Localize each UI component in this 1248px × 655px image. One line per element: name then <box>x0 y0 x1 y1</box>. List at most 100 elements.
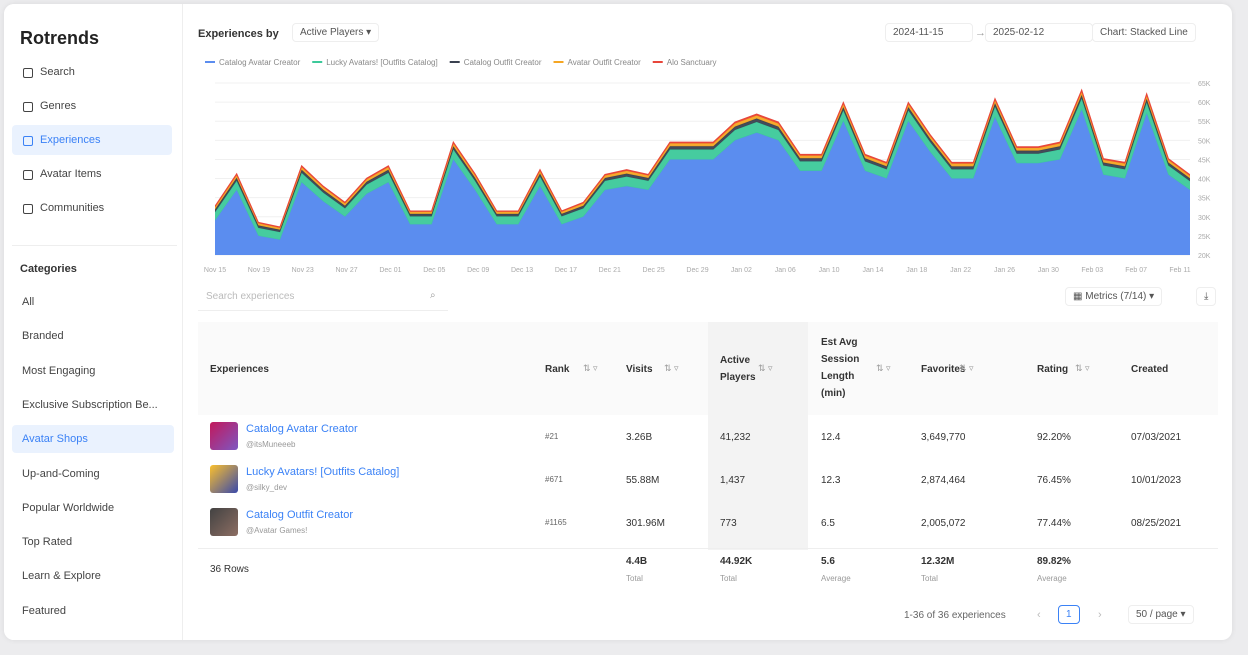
y-tick-label: 60K <box>1198 100 1211 107</box>
brand: Rotrends <box>20 28 100 48</box>
cell-session: 12.4 <box>821 432 841 443</box>
thumbnail <box>210 508 238 536</box>
experience-link[interactable]: Catalog Avatar Creator <box>246 423 358 435</box>
category-item[interactable]: Popular Worldwide <box>22 501 115 514</box>
column-header: Rank <box>545 364 570 375</box>
row-count: 36 Rows <box>210 564 249 575</box>
sort-filter-icon[interactable]: ⇅ ▿ <box>758 363 773 373</box>
footer-value: 5.6 <box>821 556 835 567</box>
categories-title: Categories <box>20 263 77 275</box>
x-tick-label: Dec 01 <box>379 267 401 274</box>
x-tick-label: Jan 10 <box>819 267 840 274</box>
download-button[interactable]: ⤓ <box>1196 287 1217 306</box>
legend-label: Catalog Outfit Creator <box>464 58 542 67</box>
x-tick-label: Dec 21 <box>599 267 621 274</box>
x-tick-label: Dec 05 <box>423 267 445 274</box>
footer-label: Total <box>720 574 737 583</box>
legend-label: Catalog Avatar Creator <box>219 58 301 67</box>
experience-link[interactable]: Lucky Avatars! [Outfits Catalog] <box>246 466 400 478</box>
nav-item[interactable]: Search <box>12 57 172 87</box>
metrics-button[interactable]: ▦ Metrics (7/14) ▾ <box>1065 287 1163 306</box>
x-tick-label: Jan 18 <box>906 267 927 274</box>
toolbar-label: Experiences by <box>198 28 279 40</box>
column-header: Favorites <box>921 364 966 375</box>
cell-session: 6.5 <box>821 518 835 529</box>
cell-created: 07/03/2021 <box>1131 432 1182 443</box>
current-page[interactable]: 1 <box>1058 605 1080 624</box>
x-tick-label: Feb 11 <box>1169 267 1190 274</box>
sort-filter-icon[interactable]: ⇅ ▿ <box>664 363 679 373</box>
prev-page[interactable]: ‹ <box>1037 609 1041 621</box>
x-tick-label: Nov 15 <box>204 267 226 274</box>
category-item[interactable]: Up-and-Coming <box>22 467 100 480</box>
next-page[interactable]: › <box>1098 609 1102 621</box>
sort-filter-icon[interactable]: ⇅ ▿ <box>583 363 598 373</box>
y-tick-label: 50K <box>1198 138 1211 145</box>
sort-filter-icon[interactable]: ⇅ ▿ <box>876 363 891 373</box>
category-item[interactable]: All <box>22 296 35 308</box>
x-tick-label: Jan 30 <box>1038 267 1059 274</box>
x-tick-label: Jan 22 <box>950 267 971 274</box>
category-item[interactable]: Top Rated <box>22 536 73 549</box>
category-item[interactable]: Avatar Shops <box>12 425 174 454</box>
cell-rank: #1165 <box>545 518 567 527</box>
y-tick-label: 65K <box>1198 81 1211 88</box>
search-box[interactable]: Search experiences ⌕ <box>198 284 448 311</box>
end-date[interactable]: 2025-02-12 <box>985 23 1093 42</box>
sort-filter-icon[interactable]: ⇅ ▿ <box>959 363 974 373</box>
cell-created: 08/25/2021 <box>1131 518 1182 529</box>
x-tick-label: Jan 02 <box>731 267 752 274</box>
thumbnail <box>210 465 238 493</box>
nav-icon <box>23 102 33 112</box>
x-tick-label: Jan 14 <box>862 267 883 274</box>
x-tick-label: Dec 29 <box>686 267 708 274</box>
x-tick-label: Jan 26 <box>994 267 1015 274</box>
category-item[interactable]: Featured <box>22 604 67 617</box>
footer-label: Average <box>821 574 851 583</box>
per-page[interactable]: 50 / page ▾ <box>1128 605 1194 624</box>
cell-session: 12.3 <box>821 475 841 486</box>
cell-created: 10/01/2023 <box>1131 475 1182 486</box>
legend-label: Alo Sanctuary <box>667 58 717 67</box>
footer-value: 12.32M <box>921 556 955 567</box>
metric-text: Active Players <box>300 27 364 38</box>
cell-favorites: 3,649,770 <box>921 432 966 443</box>
nav-item[interactable]: Avatar Items <box>12 159 172 189</box>
nav-item[interactable]: Genres <box>12 91 172 121</box>
category-item[interactable]: Learn & Explore <box>22 570 101 583</box>
x-tick-label: Nov 27 <box>335 267 357 274</box>
cell-active: 773 <box>720 518 737 529</box>
nav-icon <box>23 204 33 214</box>
footer-label: Total <box>626 574 643 583</box>
category-item[interactable]: Branded <box>22 330 64 343</box>
sort-filter-icon[interactable]: ⇅ ▿ <box>1075 363 1090 373</box>
y-tick-label: 25K <box>1198 234 1211 241</box>
search-icon: ⌕ <box>430 290 436 301</box>
y-tick-label: 35K <box>1198 196 1211 203</box>
sidebar <box>4 4 183 640</box>
nav-icon <box>23 170 33 180</box>
chart-mode[interactable]: Chart: Stacked Line <box>1092 23 1196 42</box>
category-item[interactable]: Most Engaging <box>22 364 96 377</box>
cell-favorites: 2,874,464 <box>921 475 966 486</box>
thumbnail <box>210 422 238 450</box>
column-header: Rating <box>1037 364 1069 375</box>
creator: @Avatar Games! <box>246 526 308 535</box>
series-line <box>215 88 1190 228</box>
nav-item[interactable]: Communities <box>12 193 172 223</box>
y-tick-label: 45K <box>1198 157 1211 164</box>
column-header: Experiences <box>210 364 269 375</box>
category-item[interactable]: Exclusive Subscription Be... <box>22 398 158 411</box>
start-date[interactable]: 2024-11-15 <box>885 23 973 42</box>
x-tick-label: Feb 07 <box>1125 267 1147 274</box>
nav-item[interactable]: Experiences <box>12 125 172 155</box>
metric-select[interactable]: Active Players ▾ <box>292 23 380 42</box>
column-header: Visits <box>626 364 653 375</box>
sorted-column <box>708 322 808 550</box>
footer-divider <box>198 548 1218 549</box>
search-placeholder: Search experiences <box>206 291 295 302</box>
experience-link[interactable]: Catalog Outfit Creator <box>246 509 353 521</box>
table: Experiences Rank ⇅ ▿ Visits ⇅ ▿ Active Player… <box>198 322 1218 602</box>
y-tick-label: 40K <box>1198 177 1211 184</box>
x-tick-label: Dec 25 <box>643 267 665 274</box>
